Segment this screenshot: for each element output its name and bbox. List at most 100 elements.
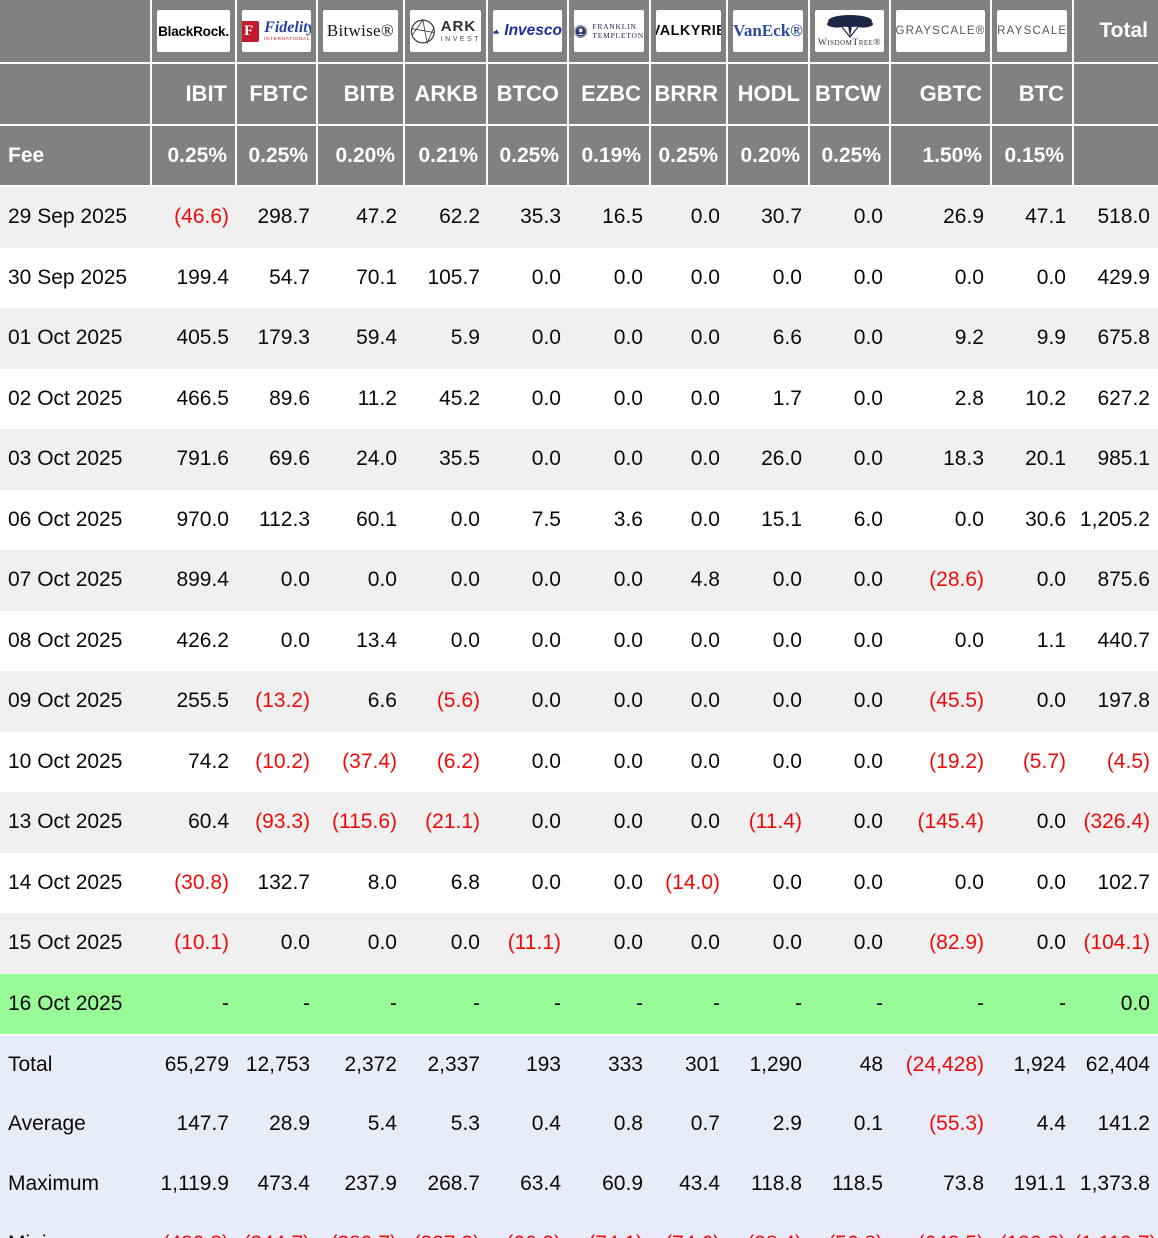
value-cell: 1,290	[728, 1034, 810, 1094]
value-cell: (45.5)	[929, 689, 984, 713]
valkyrie-logo: VALKYRIE	[656, 10, 721, 52]
fee-value: 0.19%	[569, 126, 651, 187]
value-cell: 0.0	[853, 931, 883, 955]
value-cell: (28.6)	[929, 568, 984, 592]
value-cell: 118.8	[751, 1172, 802, 1195]
value-cell: 69.6	[269, 447, 310, 471]
value-cell: 2,372	[318, 1034, 405, 1094]
value-cell: 0.0	[954, 265, 984, 289]
value-cell: 15.1	[761, 507, 802, 531]
value-cell: (11.1)	[507, 931, 561, 955]
summary-label-cell: Minimum	[0, 1214, 152, 1238]
value-cell: 255.5	[176, 689, 229, 713]
value-cell: (74.6)	[651, 1214, 728, 1238]
value-cell: 118.5	[832, 1172, 883, 1195]
value-cell: 0.0	[1036, 568, 1066, 592]
table-row: 01 Oct 2025 405.5 179.3 59.4 5.9 0.0 0.0 0.0 6.6…	[0, 308, 1158, 369]
value-cell: 5.4	[367, 1112, 397, 1135]
franklin-wordmark-line2: TEMPLETON	[592, 31, 644, 40]
value-cell: 1.7	[772, 386, 802, 410]
value-cell: 237.9	[344, 1172, 397, 1195]
value-cell: 10.2	[1025, 386, 1066, 410]
fidelity-subtext: INTERNATIONAL	[264, 36, 310, 42]
value-cell: 0.7	[690, 1112, 720, 1135]
value-cell: 2,337	[405, 1034, 488, 1094]
value-cell: (430.8)	[152, 1214, 237, 1238]
date-cell: 07 Oct 2025	[8, 568, 123, 592]
fidelity-wordmark: Fidelity	[264, 18, 311, 36]
ticker-bitb: BITB	[318, 64, 405, 126]
value-cell: 132.7	[257, 870, 310, 894]
logo-cell: VALKYRIE	[651, 0, 728, 64]
value-cell: 60.4	[188, 810, 229, 834]
value-cell: 0.1	[853, 1112, 883, 1135]
table-row: 07 Oct 2025 899.4 0.0 0.0 0.0 0.0 0.0 4.8 0.0 0.0…	[0, 550, 1158, 611]
value-cell: -	[554, 991, 561, 1015]
fee-value: 0.25%	[237, 126, 318, 187]
value-cell: 0.0	[1036, 689, 1066, 713]
value-cell: (93.3)	[255, 810, 310, 834]
value-cell: 791.6	[176, 447, 229, 471]
value-cell: 0.0	[853, 568, 883, 592]
summary-label-cell: Average	[8, 1112, 86, 1135]
value-cell: 985.1	[1097, 447, 1150, 471]
value-cell: 26.9	[943, 205, 984, 229]
value-cell: (14.0)	[665, 870, 720, 894]
value-cell: 0.0	[613, 386, 643, 410]
vaneck-wordmark: VanEck®	[733, 21, 803, 40]
ticker-btco: BTCO	[488, 64, 569, 126]
franklin-templeton-logo: FRANKLIN TEMPLETON	[574, 10, 644, 52]
value-cell: -	[713, 991, 720, 1015]
table-row: 08 Oct 2025 426.2 0.0 13.4 0.0 0.0 0.0 0.0 0.0 0.…	[0, 610, 1158, 671]
value-cell: 0.0	[690, 386, 720, 410]
value-cell: 0.0	[613, 326, 643, 350]
value-cell: 0.0	[690, 749, 720, 773]
value-cell: 1,119.9	[160, 1172, 229, 1195]
date-cell: 10 Oct 2025	[8, 749, 123, 773]
value-cell: 301	[651, 1034, 728, 1094]
value-cell: 0.0	[613, 628, 643, 652]
value-cell: 6.0	[853, 507, 883, 531]
value-cell: 0.0	[531, 568, 561, 592]
value-cell: 12,753	[237, 1034, 318, 1094]
date-cell: 01 Oct 2025	[8, 326, 123, 350]
fee-value: 0.25%	[651, 126, 728, 187]
bitwise-wordmark: Bitwise®	[326, 21, 395, 40]
total-header-cell: Total	[1074, 0, 1158, 64]
table-body: 29 Sep 2025 (46.6) 298.7 47.2 62.2 35.3 16.5 0.…	[0, 187, 1158, 1238]
value-cell: 48	[810, 1034, 891, 1094]
value-cell: 5.9	[450, 326, 480, 350]
value-cell: 0.0	[531, 265, 561, 289]
value-cell: 4.4	[1036, 1112, 1066, 1135]
value-cell: 4.8	[690, 568, 720, 592]
value-cell: 0.0	[613, 870, 643, 894]
value-cell: (37.4)	[342, 749, 397, 773]
invesco-wordmark: Invesco	[504, 22, 562, 39]
value-cell: 16.5	[602, 205, 643, 229]
value-cell: 47.2	[356, 205, 397, 229]
table-row: 13 Oct 2025 60.4 (93.3) (115.6) (21.1) 0.0 0.0…	[0, 792, 1158, 853]
value-cell: (10.2)	[255, 749, 310, 773]
logo-cell: Invesco	[488, 0, 569, 64]
summary-row: Average 147.7 28.9 5.4 5.3 0.4 0.8 0.7 2.9 0.1 (55…	[0, 1094, 1158, 1154]
value-cell: 89.6	[269, 386, 310, 410]
value-cell: 0.4	[531, 1112, 561, 1135]
value-cell: 0.0	[367, 931, 397, 955]
grayscale-logo: GRAYSCALE®	[997, 10, 1067, 52]
value-cell: 6.8	[450, 870, 480, 894]
value-cell: 1.1	[1036, 628, 1066, 652]
value-cell: -	[390, 991, 397, 1015]
value-cell: 0.0	[613, 265, 643, 289]
value-cell: 0.0	[690, 810, 720, 834]
value-cell: (280.7)	[318, 1214, 405, 1238]
invesco-mountain-icon	[493, 28, 500, 34]
value-cell: 298.7	[257, 205, 310, 229]
value-cell: 63.4	[520, 1172, 561, 1195]
value-cell: (4.5)	[1106, 749, 1150, 773]
value-cell: 6.6	[367, 689, 397, 713]
value-cell: (326.4)	[1083, 810, 1150, 834]
value-cell: 0.0	[367, 568, 397, 592]
value-cell: 28.9	[269, 1112, 310, 1135]
value-cell: (5.6)	[436, 689, 480, 713]
